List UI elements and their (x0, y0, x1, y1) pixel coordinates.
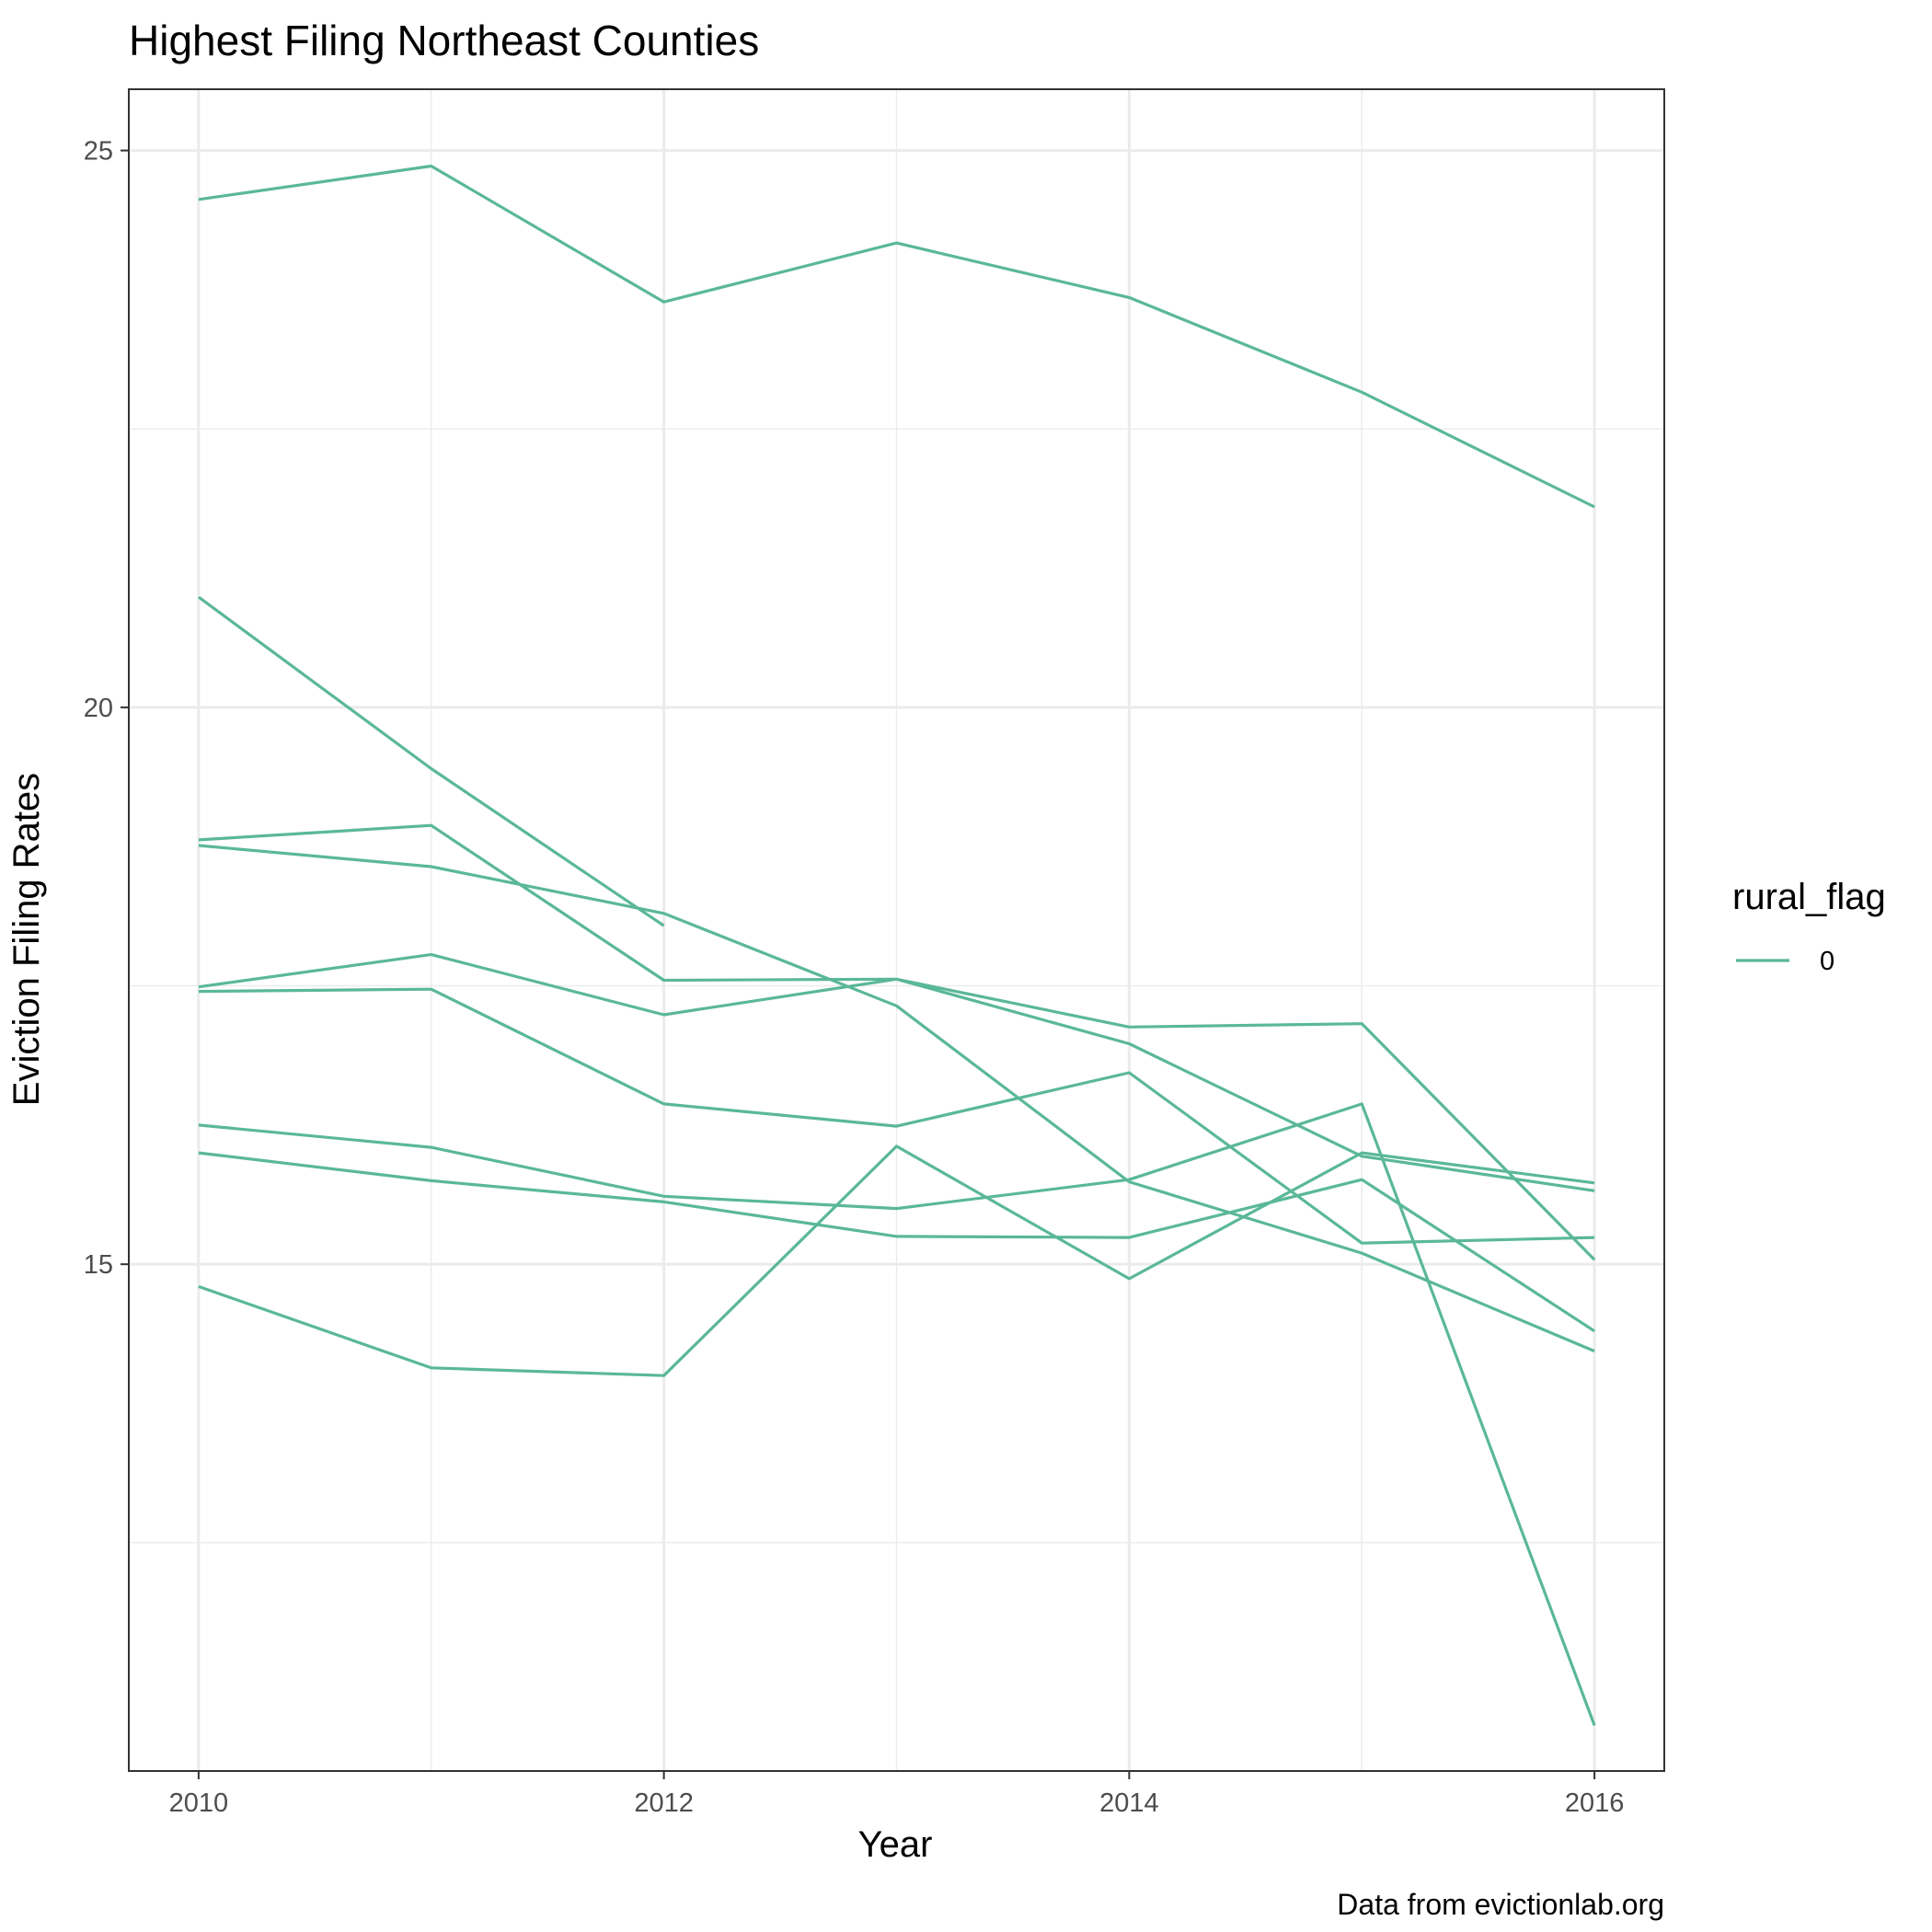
legend-title: rural_flag (1732, 877, 1886, 917)
caption: Data from evictionlab.org (1337, 1888, 1664, 1921)
legend-label: 0 (1820, 947, 1834, 976)
x-axis-title: Year (858, 1824, 933, 1865)
x-tick-label: 2010 (169, 1788, 229, 1818)
y-axis-title: Eviction Filing Rates (6, 773, 47, 1106)
x-tick-label: 2012 (634, 1788, 694, 1818)
series-line-7 (198, 1102, 1596, 1726)
series-line-1 (198, 164, 1595, 509)
x-tick-label: 2014 (1099, 1788, 1159, 1818)
series-line-2 (197, 595, 665, 927)
series-line-4 (198, 844, 1595, 1353)
series-lines (197, 164, 1596, 1726)
x-axis: 2010 2012 2014 2016 (169, 1771, 1625, 1818)
grid (129, 89, 1664, 1771)
legend: rural_flag 0 (1732, 877, 1886, 976)
chart-title: Highest Filing Northeast Counties (129, 17, 759, 64)
y-tick-label: 25 (84, 137, 113, 167)
series-line-5 (198, 953, 1596, 1261)
series-line-8 (198, 1151, 1595, 1333)
panel-border (128, 88, 1665, 1772)
x-tick-label: 2016 (1565, 1788, 1625, 1818)
series-line-6 (198, 987, 1595, 1245)
y-tick-label: 20 (84, 694, 113, 723)
y-tick-label: 15 (84, 1250, 113, 1280)
y-axis: 15 20 25 (84, 137, 129, 1280)
series-line-9 (198, 1144, 1595, 1377)
